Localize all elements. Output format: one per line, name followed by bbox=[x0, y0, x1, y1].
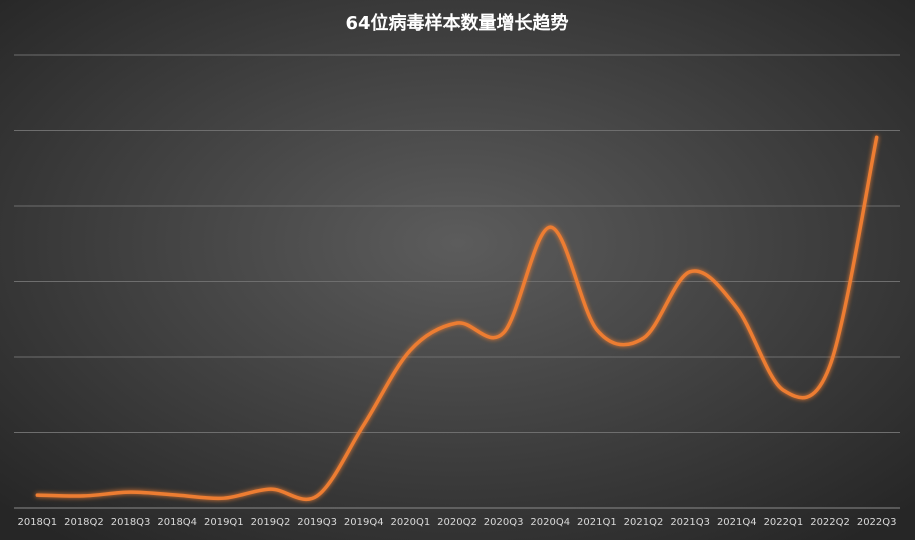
chart-title: 64位病毒样本数量增长趋势 bbox=[345, 12, 568, 34]
x-tick-label: 2018Q1 bbox=[17, 517, 57, 528]
x-tick-label: 2019Q2 bbox=[251, 517, 291, 528]
x-tick-label: 2020Q4 bbox=[530, 517, 570, 528]
x-tick-label: 2019Q3 bbox=[297, 517, 337, 528]
x-tick-label: 2020Q2 bbox=[437, 517, 477, 528]
x-tick-label: 2022Q1 bbox=[764, 517, 804, 528]
x-tick-label: 2018Q4 bbox=[157, 517, 197, 528]
x-tick-label: 2020Q3 bbox=[484, 517, 524, 528]
x-tick-label: 2022Q3 bbox=[857, 517, 897, 528]
x-tick-label: 2020Q1 bbox=[391, 517, 431, 528]
x-tick-label: 2021Q4 bbox=[717, 517, 757, 528]
x-tick-label: 2022Q2 bbox=[810, 517, 850, 528]
x-tick-label: 2019Q4 bbox=[344, 517, 384, 528]
x-tick-label: 2019Q1 bbox=[204, 517, 244, 528]
x-tick-label: 2021Q1 bbox=[577, 517, 617, 528]
x-tick-label: 2021Q3 bbox=[670, 517, 710, 528]
x-tick-label: 2018Q2 bbox=[64, 517, 104, 528]
x-tick-label: 2018Q3 bbox=[111, 517, 151, 528]
x-tick-label: 2021Q2 bbox=[624, 517, 664, 528]
line-series bbox=[35, 135, 879, 502]
